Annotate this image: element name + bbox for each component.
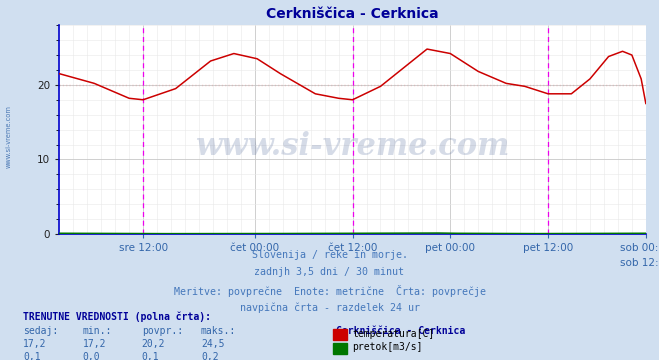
Text: 24,5: 24,5 (201, 339, 225, 349)
Text: 20,2: 20,2 (142, 339, 165, 349)
Text: navpična črta - razdelek 24 ur: navpična črta - razdelek 24 ur (239, 302, 420, 312)
Text: 0,1: 0,1 (23, 352, 41, 360)
Text: Meritve: povprečne  Enote: metrične  Črta: povprečje: Meritve: povprečne Enote: metrične Črta:… (173, 285, 486, 297)
Text: sedaj:: sedaj: (23, 326, 58, 336)
Text: maks.:: maks.: (201, 326, 236, 336)
Text: Cerkniščica - Cerknica: Cerkniščica - Cerknica (336, 326, 465, 336)
Text: min.:: min.: (82, 326, 112, 336)
Text: TRENUTNE VREDNOSTI (polna črta):: TRENUTNE VREDNOSTI (polna črta): (23, 311, 211, 322)
Text: povpr.:: povpr.: (142, 326, 183, 336)
Text: zadnjh 3,5 dni / 30 minut: zadnjh 3,5 dni / 30 minut (254, 267, 405, 278)
Text: Slovenija / reke in morje.: Slovenija / reke in morje. (252, 250, 407, 260)
Text: 17,2: 17,2 (23, 339, 47, 349)
Text: 0,2: 0,2 (201, 352, 219, 360)
Text: 0,0: 0,0 (82, 352, 100, 360)
Text: sob 12:00: sob 12:00 (620, 258, 659, 268)
Text: www.si-vreme.com: www.si-vreme.com (5, 105, 12, 168)
Text: 0,1: 0,1 (142, 352, 159, 360)
Text: www.si-vreme.com: www.si-vreme.com (195, 131, 510, 162)
Text: 17,2: 17,2 (82, 339, 106, 349)
Title: Cerkniščica - Cerknica: Cerkniščica - Cerknica (266, 7, 439, 21)
Text: pretok[m3/s]: pretok[m3/s] (353, 342, 423, 352)
Text: temperatura[C]: temperatura[C] (353, 329, 435, 339)
